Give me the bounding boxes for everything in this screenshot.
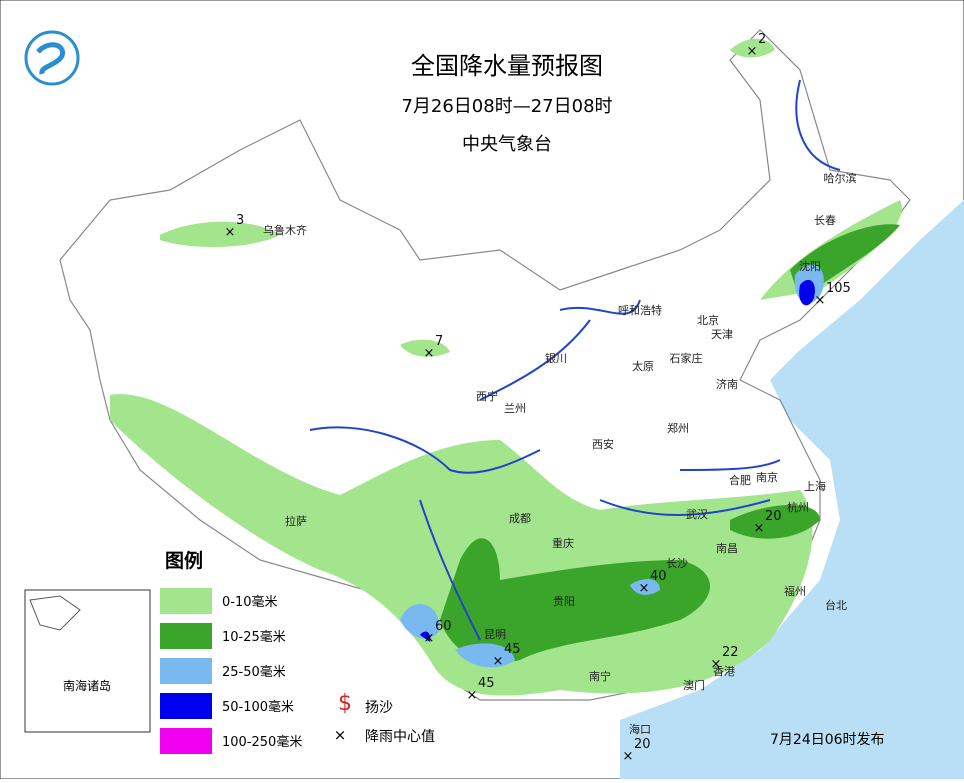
logo	[24, 30, 80, 86]
city-label: 呼和浩特	[618, 303, 662, 317]
period: 7月26日08时—27日08时	[401, 96, 612, 117]
legend-label: 0-10毫米	[222, 594, 278, 610]
city-label: 乌鲁木齐	[263, 223, 307, 237]
center-cross: ×	[623, 749, 634, 764]
city-label: 济南	[716, 377, 738, 391]
center-cross: ×	[424, 631, 435, 646]
center-cross: ×	[424, 346, 435, 361]
center-value: 45	[504, 642, 521, 657]
center-value: 20	[765, 509, 782, 524]
center-value: 22	[722, 645, 739, 660]
sand-icon: $	[338, 691, 352, 716]
legend-swatch	[160, 728, 212, 754]
city-label: 香港	[713, 665, 735, 678]
city-label: 福州	[784, 584, 806, 598]
legend-swatch	[160, 623, 212, 649]
center-cross: ×	[467, 688, 478, 703]
legend-title: 图例	[165, 549, 203, 572]
legend-label: 50-100毫米	[222, 699, 294, 715]
center-value: 105	[826, 281, 851, 296]
center-cross: ×	[639, 581, 650, 596]
legend-swatch	[160, 658, 212, 684]
center-cross: ×	[225, 225, 236, 240]
center-value: 3	[236, 213, 244, 228]
city-label: 郑州	[667, 421, 689, 435]
center-value: 40	[650, 569, 667, 584]
city-label: 拉萨	[285, 514, 307, 528]
city-label: 武汉	[686, 508, 708, 521]
city-label: 天津	[711, 328, 733, 341]
legend-symbol: 降雨中心值	[365, 729, 435, 745]
city-label: 上海	[804, 479, 826, 493]
city-label: 贵阳	[553, 595, 575, 608]
center-value: 2	[758, 32, 766, 47]
center-value: 60	[435, 619, 452, 634]
city-label: 南昌	[716, 542, 738, 555]
legend-label: 25-50毫米	[222, 664, 286, 680]
legend-swatch	[160, 588, 212, 614]
city-label: 海口	[629, 722, 651, 736]
city-label: 沈阳	[799, 259, 821, 273]
center-value: 7	[435, 334, 443, 349]
city-label: 昆明	[484, 628, 506, 641]
city-label: 澳门	[683, 678, 705, 692]
logo-mark	[36, 42, 66, 75]
city-label: 西安	[592, 437, 614, 451]
city-label: 长沙	[666, 557, 688, 570]
center-cross: ×	[747, 44, 758, 59]
city-label: 成都	[509, 512, 531, 525]
release-time: 7月24日06时发布	[770, 732, 885, 748]
rivers	[309, 79, 841, 641]
inset-land	[29, 595, 81, 631]
legend-swatch	[160, 693, 212, 719]
city-label: 银川	[545, 351, 567, 365]
center-cross: ×	[493, 654, 504, 669]
title: 全国降水量预报图	[411, 52, 603, 80]
city-label: 台北	[825, 598, 847, 612]
city-label: 兰州	[504, 402, 526, 415]
center-cross: ×	[754, 521, 765, 536]
sea	[620, 200, 964, 779]
city-label: 长春	[814, 214, 836, 227]
city-label: 杭州	[787, 500, 809, 514]
city-label: 西宁	[476, 389, 498, 403]
issuer: 中央气象台	[462, 134, 552, 155]
center-value: 45	[478, 676, 495, 691]
city-label: 南宁	[589, 669, 611, 683]
center-value: 20	[634, 737, 651, 752]
legend-label: 10-25毫米	[222, 629, 286, 645]
cross-icon: ×	[334, 726, 347, 744]
legend-label: 100-250毫米	[222, 734, 302, 750]
city-label: 北京	[697, 313, 719, 327]
city-label: 太原	[632, 360, 654, 373]
city-label: 南京	[756, 470, 778, 484]
city-label: 石家庄	[670, 351, 703, 365]
inset-label: 南海诸岛	[63, 678, 111, 693]
rain-10-25	[440, 224, 900, 663]
legend-symbol: 扬沙	[365, 700, 393, 716]
city-label: 哈尔滨	[824, 171, 857, 185]
center-cross: ×	[711, 657, 722, 672]
city-label: 合肥	[729, 473, 751, 487]
city-label: 重庆	[552, 536, 574, 550]
center-cross: ×	[815, 293, 826, 308]
